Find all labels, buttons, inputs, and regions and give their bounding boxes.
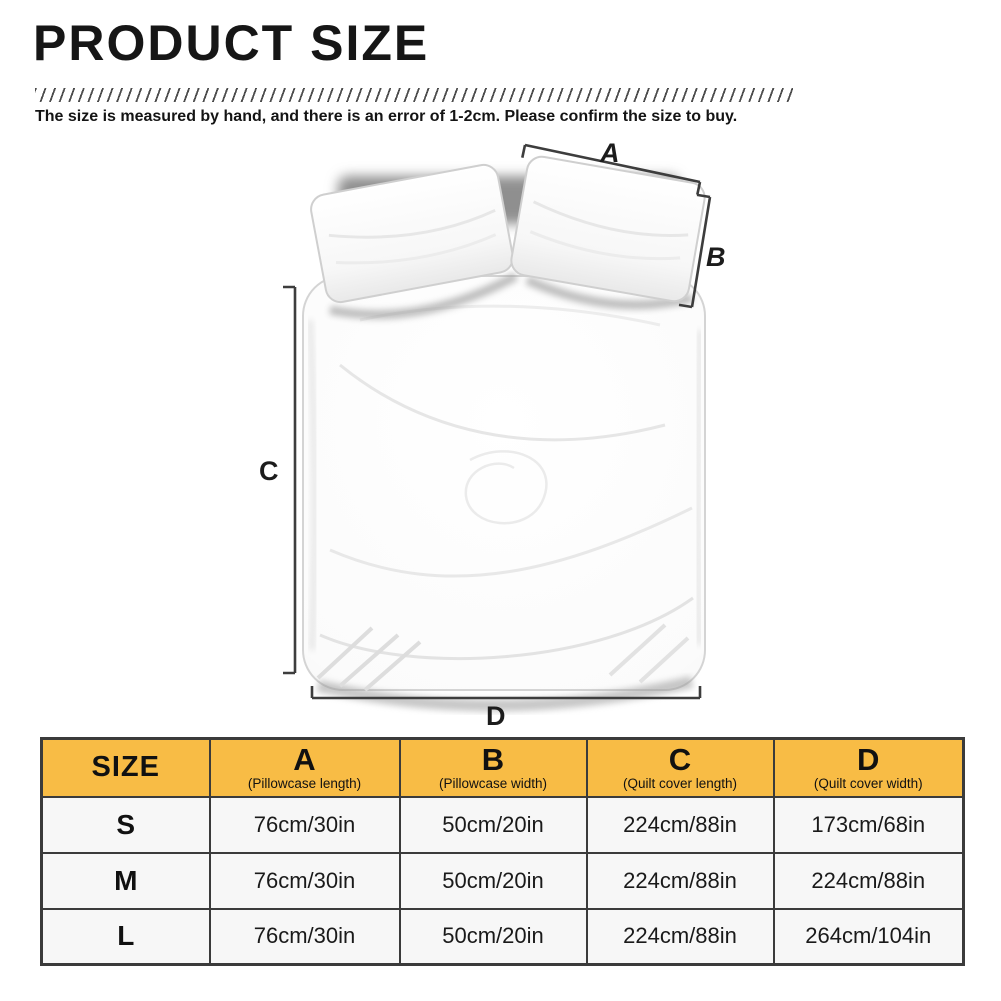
row-l-b: 50cm/20in — [398, 907, 588, 966]
hatch-divider — [35, 88, 793, 102]
row-l-a: 76cm/30in — [208, 907, 401, 966]
dimension-label-d: D — [486, 701, 506, 731]
table-header-row: SIZE A (Pillowcase length) B (Pillowcase… — [40, 737, 965, 798]
row-s-c: 224cm/88in — [585, 795, 775, 854]
row-l-d: 264cm/104in — [772, 907, 965, 966]
dimension-label-b: B — [706, 242, 726, 272]
row-m-d: 224cm/88in — [772, 851, 965, 910]
bedding-diagram: A B C D — [0, 130, 1001, 732]
header-col-d: D (Quilt cover width) — [772, 737, 965, 798]
bedding-illustration — [283, 143, 712, 712]
size-table: SIZE A (Pillowcase length) B (Pillowcase… — [40, 737, 965, 966]
dimension-label-a: A — [600, 138, 620, 168]
row-m-c: 224cm/88in — [585, 851, 775, 910]
dimension-line-a — [521, 143, 702, 195]
dimension-label-c: C — [259, 456, 279, 486]
dimension-line-d — [310, 686, 702, 700]
row-m-a: 76cm/30in — [208, 851, 401, 910]
dimension-line-b — [678, 193, 712, 309]
header-col-a: A (Pillowcase length) — [208, 737, 401, 798]
dimension-line-c — [283, 285, 297, 675]
row-m-b: 50cm/20in — [398, 851, 588, 910]
header-size: SIZE — [40, 737, 211, 798]
row-s-b: 50cm/20in — [398, 795, 588, 854]
row-s-size: S — [40, 795, 211, 854]
header-col-b: B (Pillowcase width) — [398, 737, 588, 798]
pillow-left — [310, 163, 514, 304]
table-row-s: S 76cm/30in 50cm/20in 224cm/88in 173cm/6… — [40, 795, 965, 854]
row-m-size: M — [40, 851, 211, 910]
row-l-size: L — [40, 907, 211, 966]
quilt-shape — [302, 275, 706, 712]
pillow-shadow-left — [329, 272, 519, 320]
page-title: PRODUCT SIZE — [33, 15, 430, 71]
pillow-right — [510, 155, 706, 303]
row-s-d: 173cm/68in — [772, 795, 965, 854]
row-s-a: 76cm/30in — [208, 795, 401, 854]
table-row-m: M 76cm/30in 50cm/20in 224cm/88in 224cm/8… — [40, 851, 965, 910]
row-l-c: 224cm/88in — [585, 907, 775, 966]
disclaimer-text: The size is measured by hand, and there … — [35, 108, 738, 125]
header-col-c: C (Quilt cover length) — [585, 737, 775, 798]
table-row-l: L 76cm/30in 50cm/20in 224cm/88in 264cm/1… — [40, 907, 965, 966]
